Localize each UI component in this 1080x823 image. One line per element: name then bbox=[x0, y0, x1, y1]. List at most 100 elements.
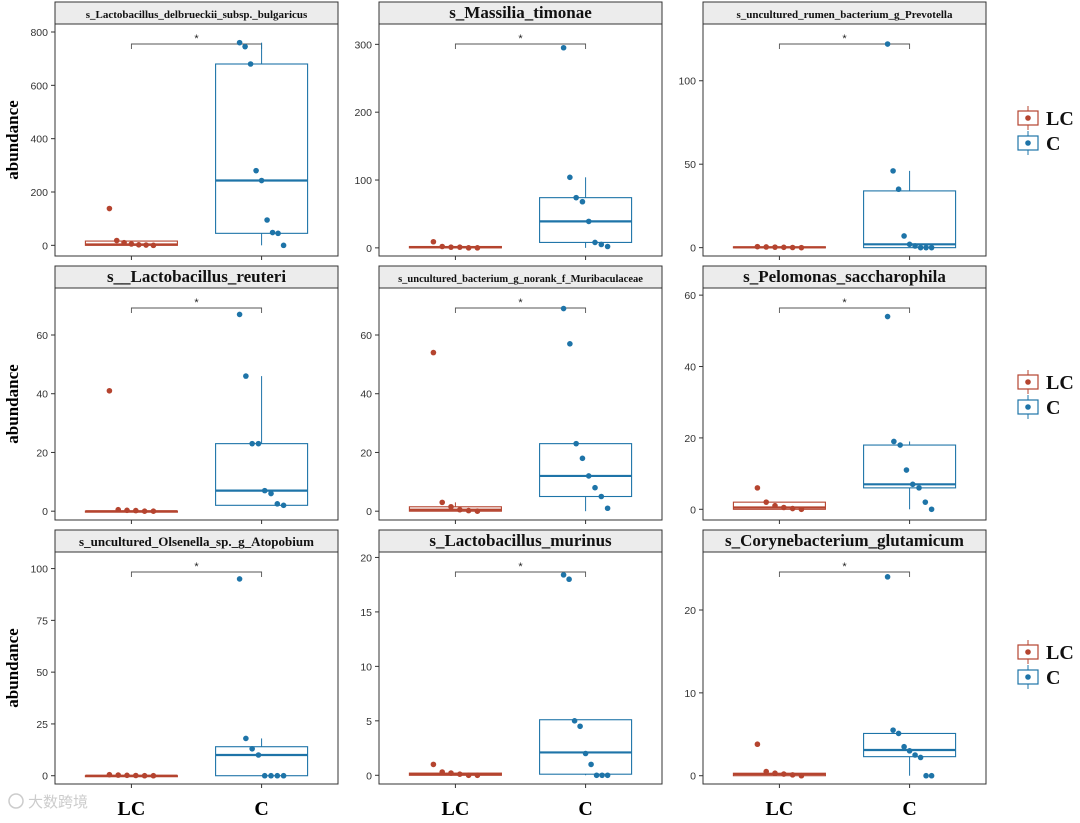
box-C bbox=[863, 444, 957, 489]
data-point-LC bbox=[789, 244, 796, 251]
data-point-C bbox=[598, 493, 605, 500]
panel-plot-area bbox=[702, 551, 987, 785]
significance-star: * bbox=[842, 561, 847, 573]
box-C bbox=[215, 63, 309, 234]
y-tick-label: 100 bbox=[30, 564, 48, 576]
significance-star: * bbox=[518, 33, 523, 45]
x-tick-label: LC bbox=[118, 798, 146, 820]
x-tick-label: C bbox=[578, 798, 592, 820]
data-point-C bbox=[269, 229, 276, 236]
data-point-LC bbox=[754, 485, 761, 491]
legend-1: LC C bbox=[1017, 106, 1074, 155]
panel-plot-area bbox=[378, 287, 663, 521]
data-point-C bbox=[891, 438, 897, 445]
panel-plot-area bbox=[702, 287, 987, 521]
data-point-LC bbox=[141, 772, 148, 779]
data-point-LC bbox=[133, 772, 139, 779]
data-point-C bbox=[901, 233, 907, 239]
y-tick-label: 0 bbox=[366, 243, 372, 255]
data-point-C bbox=[261, 772, 268, 779]
legend-3: LC C bbox=[1017, 640, 1074, 689]
y-tick-label: 40 bbox=[684, 362, 696, 374]
legend-label: C bbox=[1046, 133, 1060, 155]
y-tick-label: 20 bbox=[360, 447, 372, 459]
legend-label: C bbox=[1046, 397, 1060, 419]
data-point-LC bbox=[772, 244, 778, 250]
box-C bbox=[215, 443, 309, 506]
data-point-C bbox=[588, 761, 594, 768]
data-point-C bbox=[261, 487, 268, 494]
panel-4: s__Lactobacillus_reuteri 0 20 40 60 * abundanc… bbox=[3, 265, 339, 524]
data-point-C bbox=[560, 44, 567, 51]
y-tick-label: 0 bbox=[690, 771, 696, 783]
data-point-C bbox=[884, 41, 891, 47]
y-tick-label: 20 bbox=[684, 433, 696, 445]
data-point-C bbox=[895, 186, 902, 193]
panel-5: s_uncultured_bacterium_g_norank_f_Muriba… bbox=[360, 265, 663, 524]
panel-6: s_Pelomonas_saccharophila 0 20 40 60 * bbox=[684, 265, 987, 524]
data-point-LC bbox=[474, 245, 481, 251]
data-point-C bbox=[577, 723, 583, 730]
y-tick-label: 100 bbox=[678, 76, 696, 88]
box-C bbox=[863, 732, 957, 758]
significance-star: * bbox=[518, 561, 523, 573]
panel-title: s_uncultured_rumen_bacterium_g_Prevotell… bbox=[737, 9, 953, 21]
data-point-LC bbox=[448, 503, 454, 510]
panel-9: s_Corynebacterium_glutamicum 0 10 20 * LC C bbox=[684, 529, 987, 820]
data-point-C bbox=[560, 572, 567, 578]
data-point-LC bbox=[448, 244, 454, 250]
significance-star: * bbox=[194, 33, 199, 45]
data-point-C bbox=[909, 481, 916, 488]
data-point-C bbox=[242, 43, 248, 50]
legend-label: C bbox=[1046, 667, 1060, 689]
y-tick-label: 40 bbox=[36, 389, 48, 401]
data-point-C bbox=[567, 174, 573, 181]
data-point-LC bbox=[430, 349, 437, 356]
data-point-C bbox=[264, 217, 270, 223]
data-point-LC bbox=[465, 245, 472, 251]
data-point-LC bbox=[106, 387, 113, 394]
data-point-C bbox=[604, 243, 611, 250]
data-point-LC bbox=[465, 772, 472, 779]
data-point-LC bbox=[798, 244, 805, 251]
significance-bracket bbox=[778, 43, 911, 49]
panel-2: s_Massilia_timonae 0 100 200 300 * bbox=[354, 1, 663, 260]
box-C bbox=[215, 746, 309, 777]
data-point-C bbox=[593, 772, 600, 779]
data-point-LC bbox=[113, 237, 120, 244]
data-point-C bbox=[582, 750, 589, 757]
panel-7: s_uncultured_Olsenella_sp._g_Atopobium 0 2… bbox=[3, 529, 339, 820]
data-point-C bbox=[243, 735, 249, 742]
y-tick-label: 800 bbox=[30, 27, 48, 39]
data-point-C bbox=[255, 440, 262, 447]
data-point-C bbox=[604, 505, 611, 512]
data-point-C bbox=[890, 727, 896, 733]
y-tick-label: 60 bbox=[360, 330, 372, 342]
panel-title: s_Lactobacillus_delbrueckii_subsp._bulga… bbox=[86, 9, 308, 21]
y-tick-label: 200 bbox=[354, 107, 372, 119]
data-point-C bbox=[922, 499, 929, 505]
data-point-C bbox=[571, 718, 578, 724]
data-point-LC bbox=[763, 499, 770, 505]
data-point-C bbox=[280, 502, 287, 509]
data-point-C bbox=[249, 745, 255, 752]
data-point-C bbox=[912, 752, 918, 758]
data-point-C bbox=[247, 61, 254, 67]
data-point-C bbox=[901, 743, 907, 750]
y-tick-label: 60 bbox=[684, 290, 696, 302]
y-tick-label: 0 bbox=[366, 506, 372, 518]
data-point-C bbox=[566, 576, 572, 583]
data-point-C bbox=[890, 168, 896, 174]
data-point-C bbox=[906, 748, 913, 754]
y-axis-label: abundance bbox=[3, 364, 22, 444]
data-point-LC bbox=[150, 242, 157, 249]
data-point-LC bbox=[772, 770, 778, 777]
significance-bracket bbox=[778, 307, 911, 313]
data-point-C bbox=[928, 772, 935, 779]
data-point-C bbox=[243, 373, 249, 379]
legend-key-point bbox=[1025, 115, 1031, 121]
panel-plot-area bbox=[378, 551, 663, 785]
data-point-C bbox=[884, 574, 891, 580]
data-point-LC bbox=[150, 772, 157, 779]
